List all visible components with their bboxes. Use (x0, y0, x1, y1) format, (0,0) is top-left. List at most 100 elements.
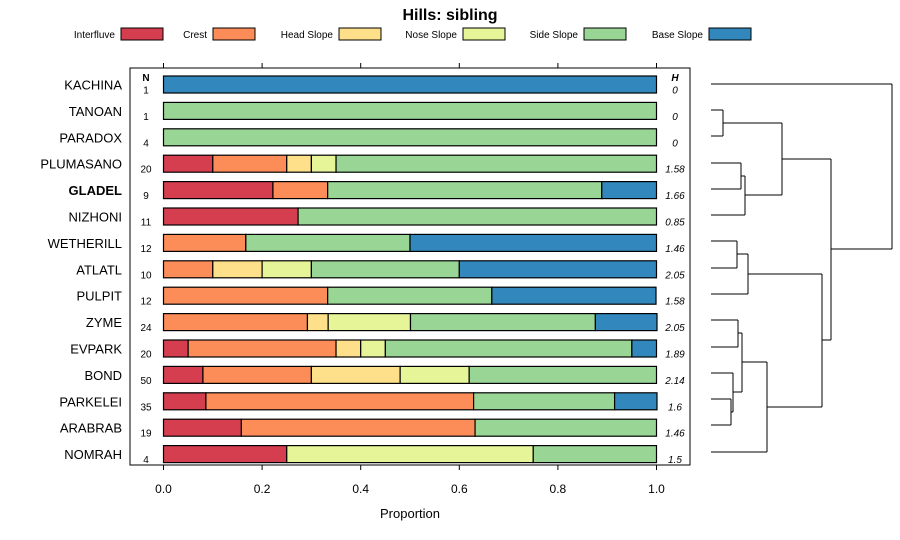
bar-row: PARADOX 4 0 (59, 128, 678, 149)
legend-swatch (338, 27, 382, 41)
row-n-value: 20 (140, 350, 152, 361)
row-h-value: 0 (672, 138, 678, 149)
bar-segment-crest (240, 418, 476, 437)
bar-segment-crest (162, 233, 247, 252)
row-h-value: 1.89 (665, 350, 685, 361)
bar-segment-interfluve (162, 365, 204, 384)
bar-segment-nose-slope (327, 313, 412, 332)
row-n-value: 1 (143, 112, 149, 123)
bar-segment-crest (187, 339, 337, 358)
row-label: PARADOX (59, 130, 122, 145)
bar-segment-interfluve (162, 339, 189, 358)
h-column-header: H (671, 73, 679, 84)
row-label: PARKELEI (59, 394, 122, 409)
row-n-value: 12 (140, 297, 152, 308)
bar-segment-side-slope (474, 418, 658, 437)
legend-item: Crest (183, 27, 256, 41)
legend-swatch (708, 27, 752, 41)
legend: Interfluve Crest Head Slope Nose Slope Side … (74, 27, 752, 41)
bar-segment-head-slope (306, 313, 329, 332)
bar-segment-base-slope (491, 286, 657, 305)
x-tick-label: 0.8 (550, 482, 567, 496)
bar-segment-base-slope (594, 313, 658, 332)
row-label: GLADEL (69, 183, 123, 198)
chart-title: Hills: sibling (402, 7, 497, 24)
bar-segment-nose-slope (286, 445, 534, 464)
bar-row: ARABRAB 19 1.46 (60, 418, 685, 440)
bar-segment-head-slope (212, 260, 263, 279)
bar-segment-side-slope (245, 233, 411, 252)
bar-segment-head-slope (286, 154, 312, 173)
bar-segment-interfluve (162, 181, 274, 200)
row-n-value: 12 (140, 244, 152, 255)
n-column-header: N (142, 73, 149, 84)
bar-segment-nose-slope (360, 339, 386, 358)
legend-swatch (120, 27, 164, 41)
legend-label: Side Slope (530, 30, 579, 41)
bar-segment-interfluve (162, 392, 207, 411)
bar-segment-side-slope (327, 181, 603, 200)
legend-item: Base Slope (652, 27, 752, 41)
row-h-value: 1.66 (665, 191, 685, 202)
row-label: WETHERILL (48, 236, 122, 251)
bar-segment-crest (205, 392, 475, 411)
bar-row: PLUMASANO 20 1.58 (40, 154, 685, 176)
row-n-value: 4 (143, 455, 149, 466)
bar-row: PULPIT 12 1.58 (76, 286, 685, 308)
bar-row: NOMRAH 4 1.5 (64, 445, 682, 466)
bar-segment-crest (202, 365, 313, 384)
bar-segment-side-slope (297, 207, 658, 226)
row-h-value: 2.05 (664, 270, 685, 281)
row-label: PLUMASANO (40, 157, 122, 172)
row-n-value: 9 (143, 191, 149, 202)
x-tick-label: 0.6 (451, 482, 468, 496)
bar-segment-crest (162, 286, 329, 305)
bar-segment-head-slope (310, 365, 401, 384)
bar-row: ZYME 24 2.05 (86, 313, 685, 334)
bar-segment-side-slope (472, 392, 616, 411)
dendrogram (711, 83, 893, 453)
bar-segment-crest (272, 181, 329, 200)
row-h-value: 2.14 (664, 376, 685, 387)
bar-segment-base-slope (458, 260, 658, 279)
row-label: PULPIT (76, 289, 122, 304)
bar-row: PARKELEI 35 1.6 (59, 392, 682, 413)
row-n-value: 20 (140, 165, 152, 176)
bar-row: KACHINA 1 0 (64, 75, 678, 97)
row-h-value: 1.58 (665, 297, 685, 308)
bar-segment-side-slope (409, 313, 596, 332)
bar-row: WETHERILL 12 1.46 (48, 233, 685, 255)
row-label: NOMRAH (64, 447, 122, 462)
bar-segment-crest (162, 260, 214, 279)
x-tick-label: 0.0 (155, 482, 172, 496)
bar-segment-nose-slope (399, 365, 470, 384)
legend-item: Side Slope (530, 27, 627, 41)
bar-row: EVPARK 20 1.89 (70, 339, 685, 361)
row-n-value: 11 (141, 218, 152, 229)
bar-segment-head-slope (335, 339, 362, 358)
bar-row: ATLATL 10 2.05 (76, 260, 685, 281)
legend-swatch (462, 27, 506, 41)
row-h-value: 0 (672, 86, 678, 97)
bar-segment-crest (212, 154, 288, 173)
row-n-value: 4 (143, 138, 149, 149)
legend-item: Nose Slope (405, 27, 506, 41)
bar-segment-interfluve (162, 418, 242, 437)
legend-item: Head Slope (281, 27, 382, 41)
x-tick-label: 0.2 (254, 482, 271, 496)
row-h-value: 1.6 (668, 402, 682, 413)
legend-swatch (212, 27, 256, 41)
row-h-value: 0 (672, 112, 678, 123)
row-label: NIZHONI (69, 210, 122, 225)
legend-swatch (583, 27, 627, 41)
row-n-value: 19 (140, 429, 152, 440)
bar-segment-nose-slope (261, 260, 313, 279)
bar-segment-side-slope (327, 286, 493, 305)
row-label: EVPARK (70, 342, 122, 357)
bar-segment-side-slope (532, 445, 658, 464)
legend-label: Crest (183, 30, 207, 41)
bar-segment-base-slope (613, 392, 658, 411)
x-axis-label: Proportion (380, 506, 440, 521)
